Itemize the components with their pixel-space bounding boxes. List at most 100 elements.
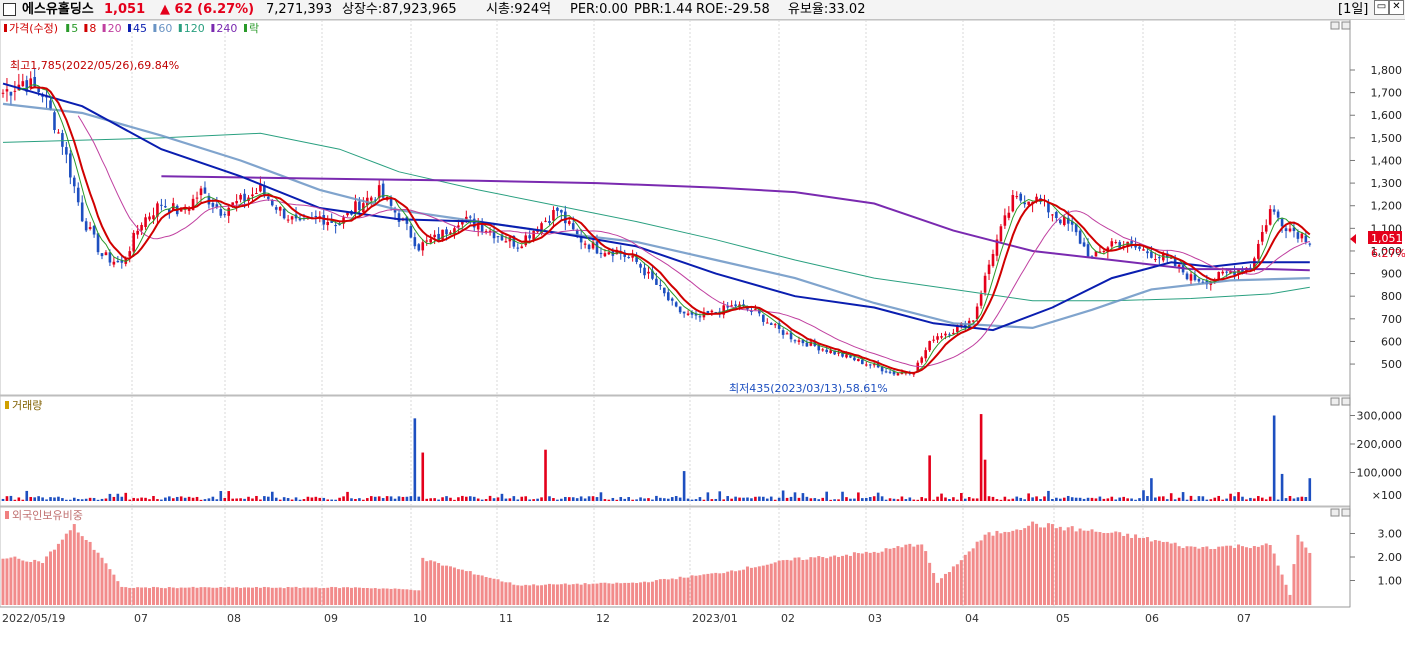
foreign-ratio-bar — [658, 579, 662, 605]
volume-bar — [1150, 478, 1153, 501]
ma60-line — [2, 102, 1310, 330]
candle — [69, 153, 72, 178]
volume-bar — [393, 498, 397, 501]
candle — [892, 371, 896, 375]
volume-bar — [892, 498, 896, 501]
foreign-ratio-bar — [227, 586, 231, 605]
legend-swatch — [211, 24, 215, 32]
foreign-ratio-bar — [1007, 532, 1011, 605]
candle — [524, 235, 528, 246]
candle — [1257, 243, 1260, 259]
close-icon[interactable]: ✕ — [1389, 0, 1404, 15]
volume-bar — [730, 498, 733, 501]
foreign-ratio-bar — [262, 586, 266, 605]
foreign-ratio-bar — [619, 583, 623, 605]
foreign-ratio-bar — [714, 572, 718, 605]
candle — [187, 207, 191, 211]
foreign-ratio-bar — [429, 560, 433, 605]
legend-label: 45 — [133, 22, 147, 35]
volume-bar — [967, 497, 971, 501]
volume-bar — [936, 496, 939, 501]
candle — [868, 364, 872, 366]
volume-bar — [1130, 498, 1133, 501]
foreign-ratio-bar — [555, 584, 559, 605]
foreign-ratio-bar — [702, 574, 706, 605]
candle — [231, 202, 234, 206]
foreign-ratio-bar — [896, 546, 900, 605]
candle — [1130, 240, 1133, 244]
candle — [556, 207, 559, 211]
candle — [1158, 257, 1161, 259]
candle — [1272, 209, 1276, 212]
foreign-ratio-bar — [848, 555, 852, 605]
foreign-ratio-bar — [1169, 543, 1173, 605]
candle — [516, 247, 520, 249]
volume-bar — [72, 497, 76, 501]
candle — [1169, 257, 1173, 259]
volume-bar — [500, 493, 504, 501]
market-cap: 시총:924억 — [486, 2, 552, 17]
candle — [1146, 251, 1149, 254]
volume-bar — [25, 490, 29, 501]
candle — [61, 133, 64, 147]
volume-bar — [1023, 499, 1026, 501]
candle — [825, 349, 828, 353]
foreign-ratio-bar — [203, 587, 207, 605]
foreign-ratio-bar — [504, 582, 508, 605]
volume-bar — [128, 499, 132, 501]
volume-bar — [1035, 496, 1038, 501]
volume-bar — [817, 499, 821, 501]
foreign-ratio-bar — [140, 587, 144, 605]
foreign-ratio-bar — [1272, 553, 1276, 605]
restore-icon[interactable]: ▭ — [1374, 0, 1389, 15]
price-axis-label: 500 — [1381, 358, 1402, 371]
volume-bar — [746, 497, 749, 501]
volume-bar — [183, 497, 187, 501]
volume-bar — [124, 492, 128, 501]
candle — [1051, 214, 1054, 216]
foreign-ratio-bar — [187, 587, 191, 605]
volume-bar — [738, 497, 741, 501]
volume-bar — [1181, 492, 1185, 501]
volume-bar — [1161, 496, 1165, 501]
foreign-ratio-bar — [1003, 531, 1007, 605]
foreign-ratio-bar — [1217, 546, 1221, 605]
volume-bar — [227, 491, 231, 501]
candle — [373, 199, 377, 201]
foreign-ratio-bar — [547, 583, 551, 605]
per-value: PER:0.00 — [570, 2, 629, 17]
candle — [639, 264, 642, 268]
candle — [651, 270, 654, 279]
foreign-ratio-bar — [852, 552, 856, 605]
volume-bar — [564, 496, 567, 501]
volume-bar — [45, 499, 48, 501]
candle — [841, 352, 844, 357]
volume-bar — [583, 498, 587, 501]
foreign-ratio-bar — [650, 581, 654, 605]
volume-bar — [1197, 496, 1201, 501]
foreign-ratio-bar — [239, 587, 243, 605]
candle — [472, 218, 476, 228]
foreign-ratio-bar — [25, 561, 29, 605]
foreign-ratio-bar — [694, 575, 698, 605]
volume-bar — [1007, 499, 1011, 501]
foreign-ratio-bar — [983, 534, 987, 605]
foreign-ratio-bar — [615, 582, 619, 605]
volume-bar — [722, 499, 726, 501]
candle — [215, 204, 219, 208]
volume-bar — [520, 496, 524, 501]
volume-bar — [215, 499, 219, 501]
candle — [445, 229, 448, 235]
volume-bar — [1047, 490, 1050, 501]
period-button[interactable]: [1일] — [1338, 2, 1369, 17]
foreign-ratio-bar — [342, 587, 346, 605]
candle — [1225, 271, 1228, 273]
panel-button-icon — [1341, 21, 1351, 30]
volume-bar — [1003, 496, 1007, 501]
candle — [674, 302, 678, 307]
candle — [781, 330, 785, 335]
candle — [1102, 251, 1106, 253]
checkbox-icon[interactable] — [3, 3, 16, 16]
foreign-ratio-bar — [183, 587, 187, 605]
candle — [575, 230, 579, 236]
